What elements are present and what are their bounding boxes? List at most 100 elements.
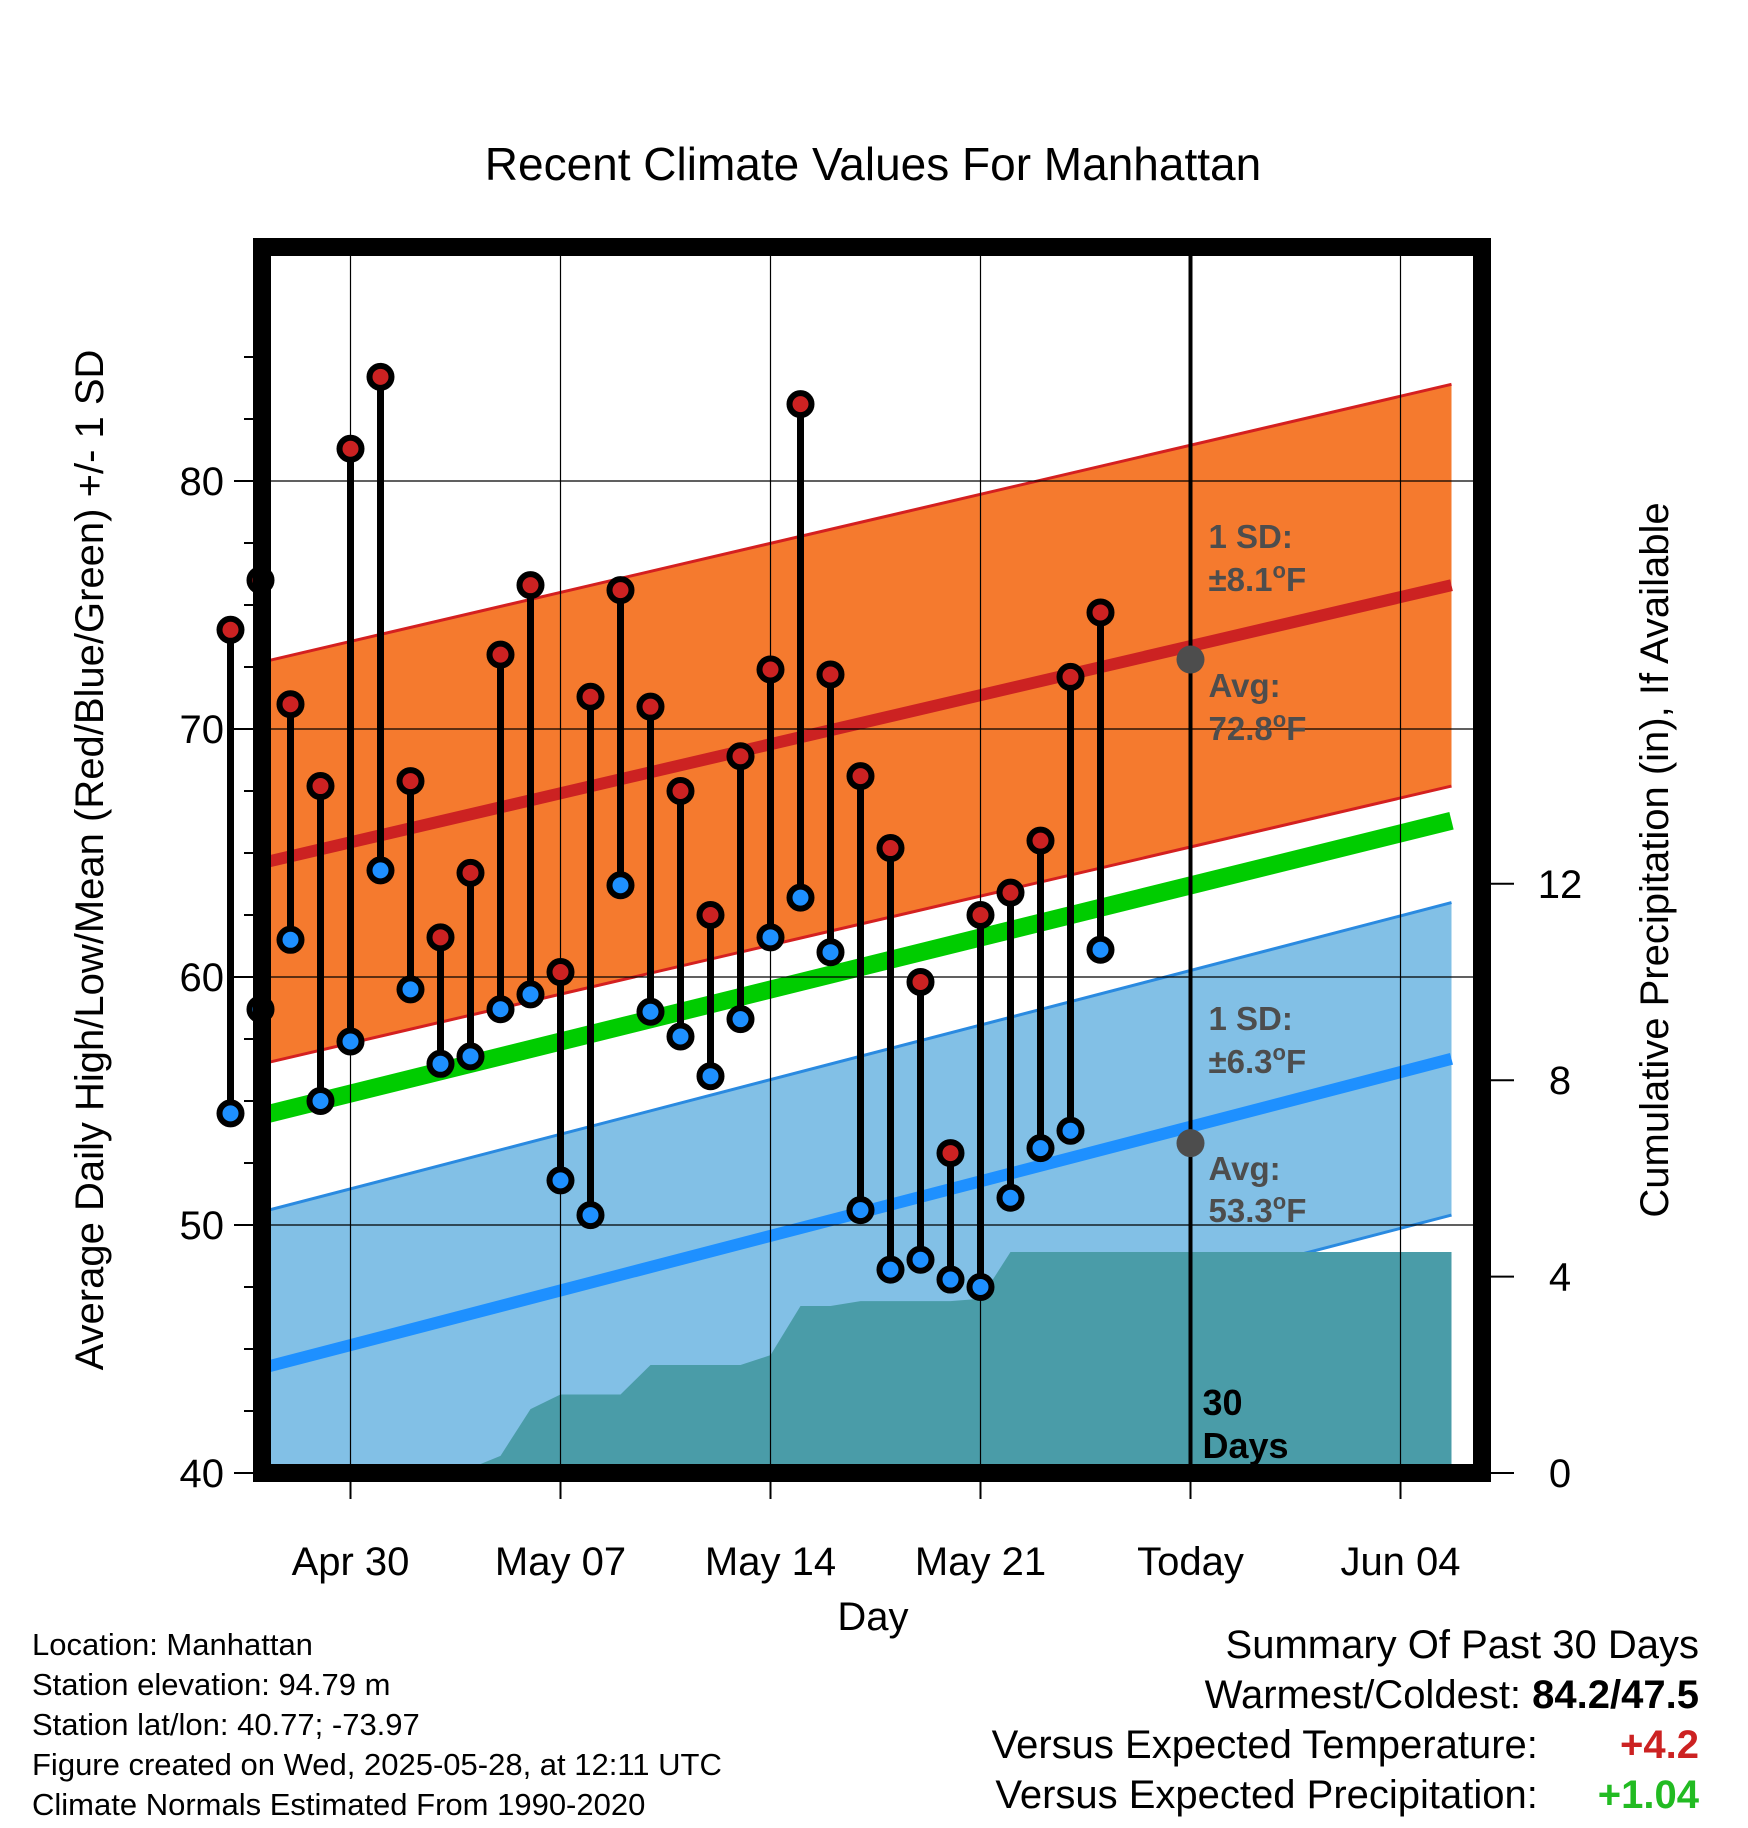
daily-high-point xyxy=(366,362,395,391)
daily-low-point xyxy=(576,1201,605,1230)
y2-tick-label: 8 xyxy=(1549,1059,1571,1103)
x-tick-label: May 14 xyxy=(705,1540,836,1584)
y2-tick-label: 4 xyxy=(1549,1256,1571,1300)
daily-high-point xyxy=(636,692,665,721)
axes: Apr 30 May 07 May 14 May 21 Today Jun 0440506… xyxy=(180,356,1583,1584)
daily-low-point xyxy=(306,1087,335,1115)
high-sd-value: ±8.1oF xyxy=(1209,558,1307,598)
daily-low-point xyxy=(276,925,305,954)
low-sd-band xyxy=(262,902,1452,1473)
daily-low-point xyxy=(966,1273,995,1301)
y-tick-label: 60 xyxy=(180,956,225,1000)
climate-normals-source: Climate Normals Estimated From 1990-2020 xyxy=(32,1787,646,1822)
daily-low-point xyxy=(516,980,545,1009)
summary-warm-cold: Warmest/Coldest: 84.2/47.5 xyxy=(992,1670,1699,1720)
temp-anomaly-label: Versus Expected Temperature: xyxy=(991,1723,1538,1767)
daily-low-point xyxy=(606,871,635,900)
precip-anomaly-value: +1.04 xyxy=(1597,1773,1699,1817)
y-tick-label: 50 xyxy=(180,1204,225,1248)
daily-high-point xyxy=(936,1139,965,1168)
normal-low-line xyxy=(262,1053,1454,1375)
daily-low-point xyxy=(546,1166,575,1195)
daily-low-point xyxy=(936,1265,965,1294)
y-tick-label: 80 xyxy=(180,460,225,504)
daily-low-point xyxy=(366,856,395,885)
y-tick-label: 40 xyxy=(180,1452,225,1496)
daily-high-point xyxy=(546,958,575,987)
normal-high-line xyxy=(262,579,1453,870)
station-info: Location: Manhattan Station elevation: 9… xyxy=(32,1625,722,1825)
daily-high-point xyxy=(996,878,1025,907)
warm-cold-value: 84.2/47.5 xyxy=(1532,1673,1699,1717)
daily-low-point xyxy=(726,1005,755,1034)
daily-high-point xyxy=(846,762,875,791)
high-avg-label: Avg: xyxy=(1209,667,1281,704)
precip-cumulative-area xyxy=(262,1252,1452,1473)
y2-tick-label: 0 xyxy=(1549,1452,1571,1496)
daily-high-point xyxy=(276,690,305,719)
y-axis-label: Average Daily High/Low/Mean (Red/Blue/Gr… xyxy=(68,350,112,1371)
low-avg-value: 53.3oF xyxy=(1209,1189,1307,1229)
daily-high-point xyxy=(1026,826,1055,855)
x-tick-label: May 07 xyxy=(495,1540,626,1584)
plot-area xyxy=(262,382,1454,1473)
high-sd-lower-edge xyxy=(262,784,1452,1066)
daily-low-point xyxy=(1056,1116,1085,1145)
y-tick-label: 70 xyxy=(180,708,225,752)
warm-cold-label: Warmest/Coldest: xyxy=(1204,1673,1522,1717)
daily-low-point xyxy=(846,1196,875,1225)
daily-low-point xyxy=(816,938,845,967)
low-sd-label: 1 SD: xyxy=(1209,1000,1293,1037)
daily-high-point xyxy=(606,576,635,605)
daily-low-point xyxy=(696,1062,725,1091)
daily-high-point xyxy=(516,571,545,600)
y2-axis-label: Cumulative Precipitation (in), If Availa… xyxy=(1633,502,1677,1217)
daily-low-point xyxy=(1086,935,1115,964)
x-tick-label: Apr 30 xyxy=(292,1540,410,1584)
daily-low-point xyxy=(906,1245,935,1274)
daily-low-point xyxy=(636,997,665,1026)
daily-low-point xyxy=(756,923,785,952)
chart-title: Recent Climate Values For Manhattan xyxy=(485,138,1261,190)
summary-panel: Summary Of Past 30 Days Warmest/Coldest:… xyxy=(992,1620,1699,1820)
daily-low-point xyxy=(996,1183,1025,1212)
daily-high-point xyxy=(306,772,335,801)
daily-high-point xyxy=(906,967,935,996)
summary-temp: Versus Expected Temperature: +4.2 xyxy=(992,1720,1699,1770)
summary-heading: Summary Of Past 30 Days xyxy=(1225,1623,1699,1667)
low-sd-upper-edge xyxy=(262,901,1452,1214)
daily-high-point xyxy=(726,742,755,771)
daily-low-point xyxy=(786,883,815,912)
daily-high-point xyxy=(756,655,785,684)
y2-tick-label: 12 xyxy=(1538,863,1583,907)
high-sd-label: 1 SD: xyxy=(1209,518,1293,555)
daily-low-point xyxy=(1026,1134,1055,1163)
daily-high-point xyxy=(456,858,485,887)
temp-anomaly-value: +4.2 xyxy=(1620,1723,1699,1767)
today-high-normal-marker xyxy=(1176,645,1205,674)
window-days-word: Days xyxy=(1203,1425,1289,1466)
daily-low-point xyxy=(396,975,425,1004)
daily-low-point xyxy=(216,1099,245,1128)
daily-high-point xyxy=(1056,662,1085,691)
x-axis-label: Day xyxy=(837,1595,908,1639)
daily-low-point xyxy=(666,1022,695,1051)
high-sd-upper-edge xyxy=(262,382,1452,664)
daily-high-point xyxy=(1086,598,1115,627)
daily-high-point xyxy=(396,767,425,796)
low-avg-label: Avg: xyxy=(1209,1150,1281,1187)
x-tick-label: Today xyxy=(1137,1540,1244,1584)
daily-high-point xyxy=(786,390,815,419)
daily-high-point xyxy=(426,923,455,952)
station-location: Location: Manhattan xyxy=(32,1627,313,1662)
precip-anomaly-label: Versus Expected Precipitation: xyxy=(995,1773,1538,1817)
figure-created: Figure created on Wed, 2025-05-28, at 12… xyxy=(32,1747,722,1782)
daily-high-point xyxy=(666,777,695,805)
daily-high-point xyxy=(696,901,725,929)
daily-high-point xyxy=(876,834,905,863)
daily-high-point xyxy=(966,901,995,929)
daily-low-point xyxy=(876,1255,905,1284)
x-tick-label: Jun 04 xyxy=(1340,1540,1460,1584)
high-avg-value: 72.8oF xyxy=(1209,707,1307,747)
daily-low-point xyxy=(336,1027,365,1056)
